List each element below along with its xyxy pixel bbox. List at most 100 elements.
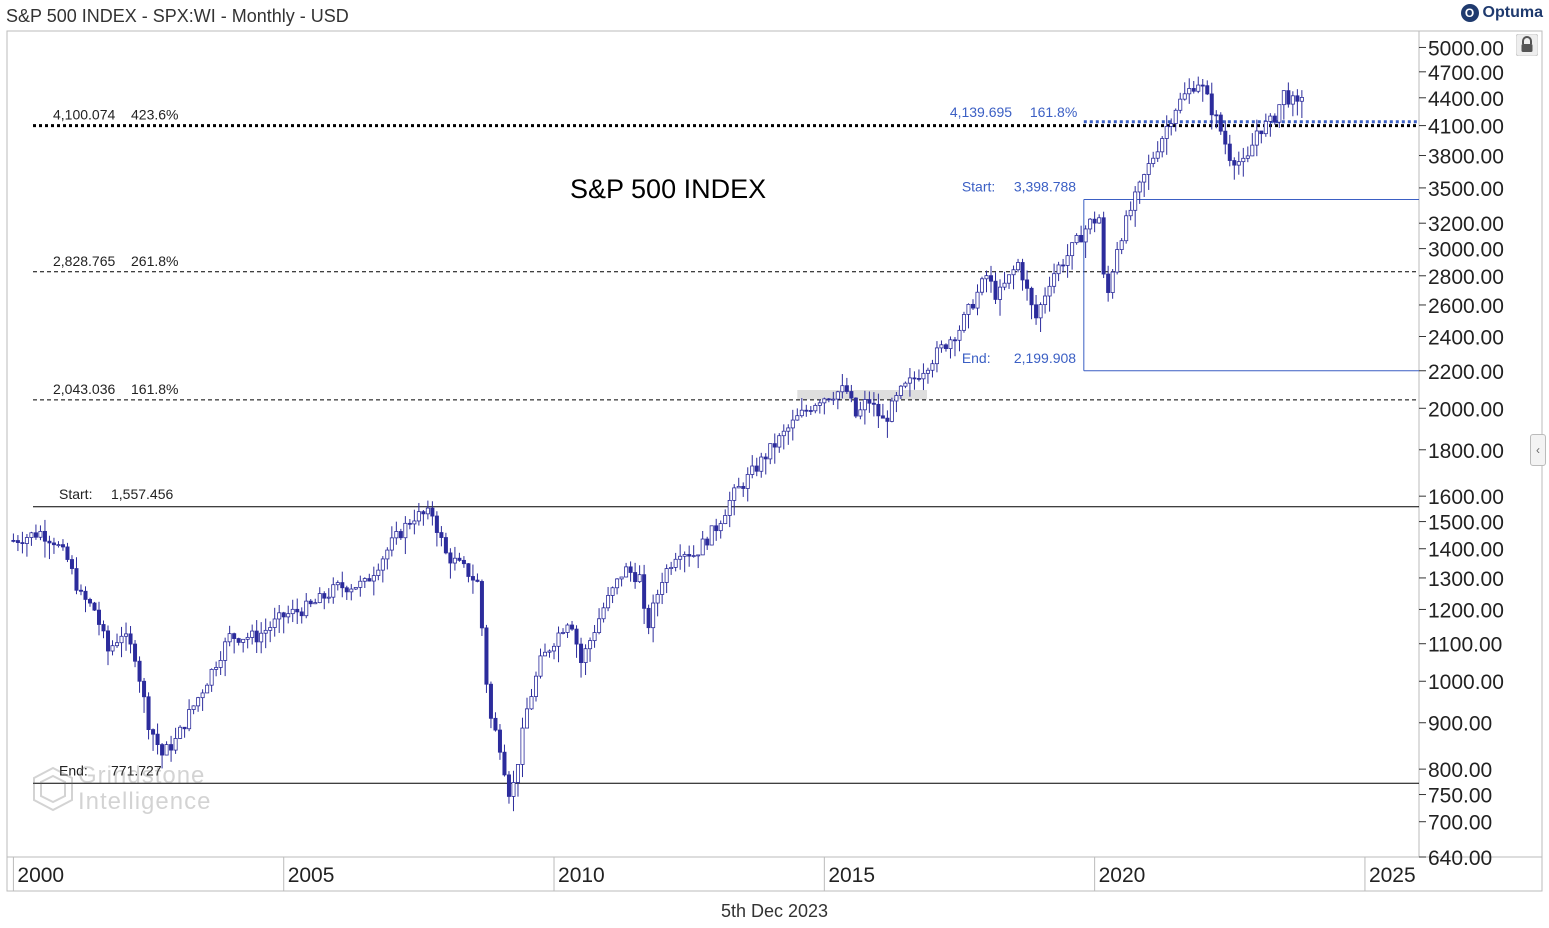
candle-body xyxy=(1119,240,1124,250)
candle-body xyxy=(317,593,322,604)
candle-body xyxy=(106,630,111,652)
candle-body xyxy=(488,683,493,719)
candle-body xyxy=(980,278,985,293)
candle-body xyxy=(479,581,484,629)
candle-body xyxy=(763,456,768,460)
candle-body xyxy=(998,286,1003,300)
candle-body xyxy=(772,443,777,448)
level-label-name: Start: xyxy=(962,178,995,194)
candle-body xyxy=(281,612,286,618)
candle-body xyxy=(461,559,466,565)
candle-body xyxy=(124,633,129,637)
y-tick-label: 750.00 xyxy=(1428,785,1492,808)
candle-body xyxy=(889,400,894,422)
candle-body xyxy=(655,594,660,604)
y-tick-label: 1300.00 xyxy=(1428,568,1504,591)
candle-body xyxy=(1002,282,1007,288)
candle-body xyxy=(885,417,890,422)
candle-body xyxy=(844,385,849,392)
candle-body xyxy=(452,557,457,564)
candle-body xyxy=(371,575,376,582)
candle-body xyxy=(862,399,867,411)
candle-body xyxy=(970,303,975,309)
candle-body xyxy=(898,385,903,396)
candle-body xyxy=(223,641,228,661)
candle-body xyxy=(579,643,584,663)
candle-body xyxy=(254,630,259,643)
consolidation-highlight xyxy=(797,390,928,400)
candle-body xyxy=(475,579,480,582)
x-tick-label: 2005 xyxy=(288,864,335,887)
candle-body xyxy=(313,602,318,605)
candle-body xyxy=(493,717,498,731)
candle-body xyxy=(191,705,196,710)
candle-body xyxy=(1164,125,1169,139)
candle-body xyxy=(353,587,358,590)
candle-body xyxy=(1254,130,1259,146)
candle-body xyxy=(1268,115,1273,122)
candle-body xyxy=(1092,218,1097,224)
candle-body xyxy=(457,557,462,561)
candle-body xyxy=(610,587,615,596)
candle-body xyxy=(669,566,674,569)
candle-body xyxy=(646,607,651,629)
level-label-value: 2,043.036 xyxy=(53,381,115,397)
candle-body xyxy=(1241,157,1246,163)
candle-body xyxy=(119,635,124,644)
candle-body xyxy=(178,726,183,739)
candle-body xyxy=(1227,143,1232,161)
candle-body xyxy=(160,744,165,756)
candle-body xyxy=(1232,160,1237,166)
candle-body xyxy=(56,544,61,547)
brand-logo: O Optuma xyxy=(1460,4,1543,22)
candle-body xyxy=(651,602,656,629)
candle-body xyxy=(925,369,930,374)
candle-body xyxy=(421,511,426,515)
candle-body xyxy=(484,627,489,685)
collapse-panel-chevron-icon[interactable]: ‹ xyxy=(1530,434,1546,466)
candle-body xyxy=(263,629,268,634)
candle-body xyxy=(759,456,764,472)
candle-body xyxy=(637,574,642,583)
chart-title: S&P 500 INDEX xyxy=(570,174,766,204)
candle-body xyxy=(943,344,948,350)
candle-body xyxy=(1187,88,1192,95)
candle-body xyxy=(1025,279,1030,289)
candle-body xyxy=(502,751,507,776)
candle-body xyxy=(790,419,795,429)
y-tick-label: 700.00 xyxy=(1428,812,1492,835)
y-tick-label: 4400.00 xyxy=(1428,88,1504,111)
candle-body xyxy=(732,487,737,501)
candle-body xyxy=(1299,97,1304,102)
candle-body xyxy=(786,427,791,432)
candle-body xyxy=(597,618,602,633)
candle-body xyxy=(133,643,138,662)
lock-icon[interactable] xyxy=(1516,34,1538,56)
candle-body xyxy=(515,764,520,783)
candle-body xyxy=(754,465,759,472)
candle-body xyxy=(344,587,349,593)
candle-body xyxy=(506,774,511,797)
chart-header-title: S&P 500 INDEX - SPX:WI - Monthly - USD xyxy=(6,6,349,26)
y-tick-label: 800.00 xyxy=(1428,759,1492,782)
candle-body xyxy=(642,574,647,609)
candle-body xyxy=(709,525,714,546)
candle-body xyxy=(1038,304,1043,319)
candles-group xyxy=(11,76,1304,812)
candle-body xyxy=(930,363,935,371)
y-tick-label: 2400.00 xyxy=(1428,326,1504,349)
candle-body xyxy=(552,645,557,652)
candle-body xyxy=(425,507,430,515)
candle-body xyxy=(723,515,728,525)
candle-body xyxy=(1029,287,1034,306)
y-tick-label: 1000.00 xyxy=(1428,671,1504,694)
y-tick-label: 1600.00 xyxy=(1428,486,1504,509)
candle-body xyxy=(299,611,304,617)
candle-body xyxy=(448,552,453,564)
candle-body xyxy=(993,280,998,300)
candle-body xyxy=(209,668,214,686)
candle-body xyxy=(1218,114,1223,132)
candle-body xyxy=(1101,217,1106,275)
level-label-name: Start: xyxy=(59,486,92,502)
